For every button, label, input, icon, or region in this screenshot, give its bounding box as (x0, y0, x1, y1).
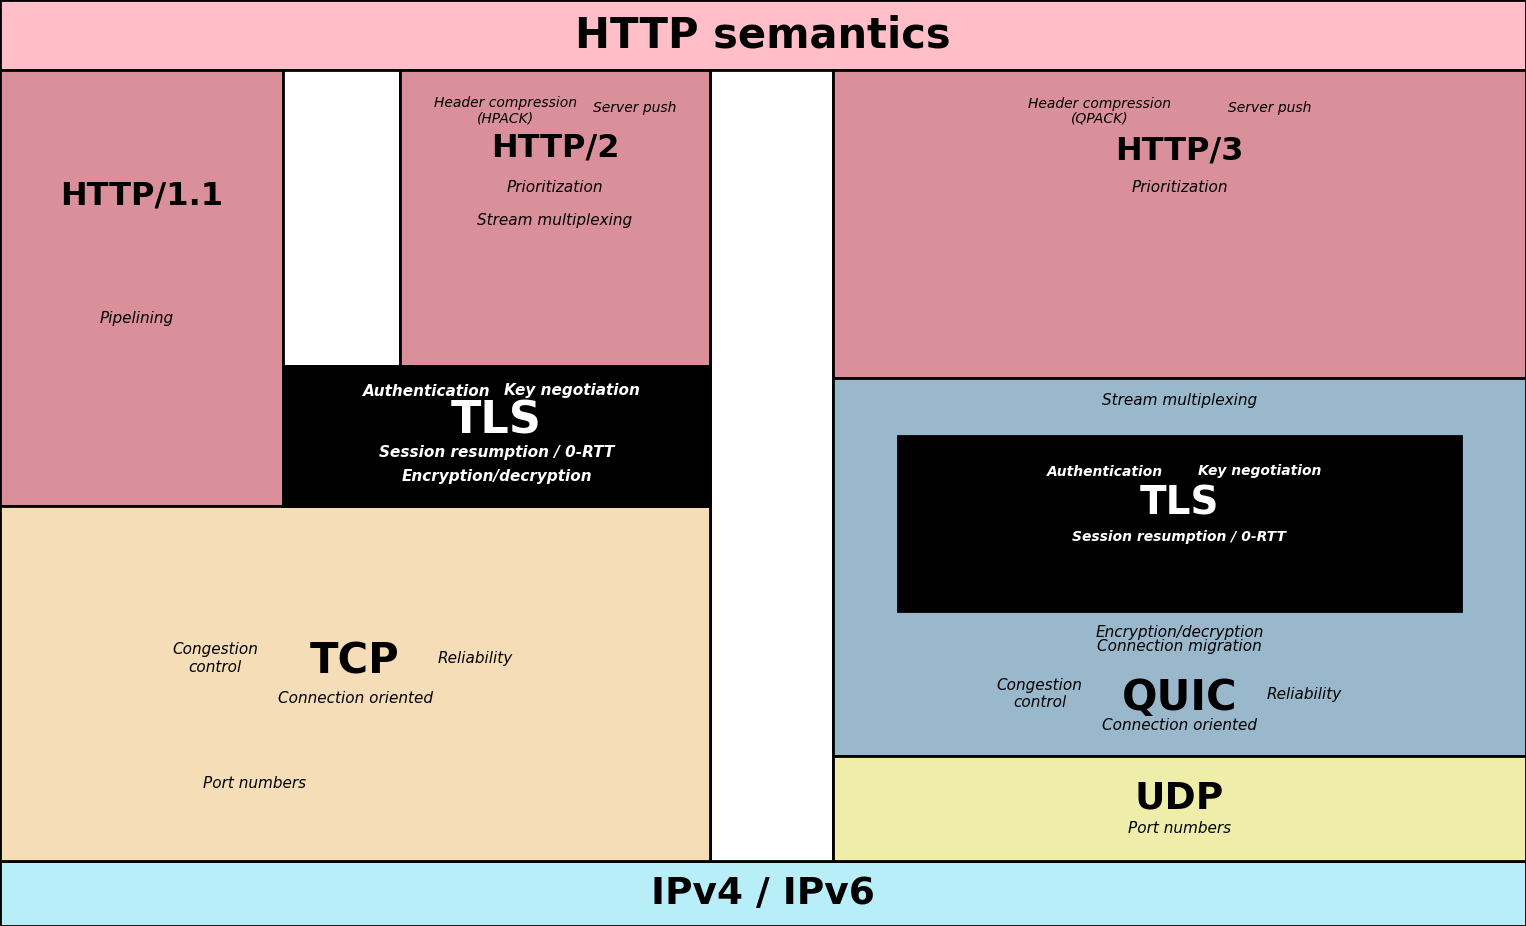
Text: Authentication: Authentication (363, 383, 490, 398)
Text: Port numbers: Port numbers (1128, 821, 1231, 836)
Text: Stream multiplexing: Stream multiplexing (1102, 393, 1257, 407)
Bar (0, 506, 710, 861)
Text: Header compression: Header compression (1029, 97, 1170, 111)
Bar (710, 70, 833, 861)
Text: Encryption/decryption: Encryption/decryption (1096, 625, 1264, 641)
Text: Congestion
control: Congestion control (172, 643, 258, 675)
Text: Reliability: Reliability (438, 651, 513, 666)
Bar (897, 436, 1460, 611)
Text: Port numbers: Port numbers (203, 776, 307, 791)
Text: Authentication: Authentication (1047, 465, 1163, 479)
Text: UDP: UDP (1135, 781, 1224, 817)
Text: Stream multiplexing: Stream multiplexing (478, 212, 633, 228)
Text: Header compression: Header compression (433, 96, 577, 110)
Text: Congestion
control: Congestion control (996, 678, 1082, 710)
Text: HTTP semantics: HTTP semantics (575, 14, 951, 56)
Bar (400, 70, 710, 366)
Text: Session resumption / 0-RTT: Session resumption / 0-RTT (1073, 531, 1286, 544)
Text: TCP: TCP (310, 641, 400, 682)
Bar (833, 70, 1526, 378)
Text: (QPACK): (QPACK) (1071, 112, 1128, 126)
Text: Session resumption / 0-RTT: Session resumption / 0-RTT (378, 444, 613, 459)
Text: HTTP/2: HTTP/2 (491, 132, 620, 164)
Text: IPv4 / IPv6: IPv4 / IPv6 (652, 876, 874, 912)
Text: Connection oriented: Connection oriented (1102, 719, 1257, 733)
Text: TLS: TLS (452, 399, 542, 443)
Text: Key negotiation: Key negotiation (1198, 465, 1322, 479)
Bar (833, 378, 1526, 756)
Bar (282, 366, 710, 506)
Text: Key negotiation: Key negotiation (504, 383, 639, 398)
Text: Encryption/decryption: Encryption/decryption (401, 469, 592, 483)
Text: Server push: Server push (1228, 101, 1311, 115)
Bar (0, 70, 282, 506)
Text: HTTP/3: HTTP/3 (1116, 135, 1244, 167)
Bar (0, 861, 1526, 926)
Text: Prioritization: Prioritization (507, 181, 603, 195)
Text: Connection migration: Connection migration (1097, 639, 1262, 654)
Text: Prioritization: Prioritization (1131, 181, 1228, 195)
Bar (282, 70, 400, 366)
Bar (833, 756, 1526, 861)
Text: Pipelining: Pipelining (99, 311, 174, 327)
Bar (0, 0, 1526, 70)
Text: Reliability: Reliability (1267, 686, 1343, 702)
Text: Connection oriented: Connection oriented (278, 691, 432, 706)
Text: (HPACK): (HPACK) (476, 111, 534, 125)
Text: Server push: Server push (594, 101, 676, 115)
Text: HTTP/1.1: HTTP/1.1 (60, 181, 223, 211)
Text: QUIC: QUIC (1122, 677, 1238, 719)
Text: TLS: TLS (1140, 484, 1219, 522)
